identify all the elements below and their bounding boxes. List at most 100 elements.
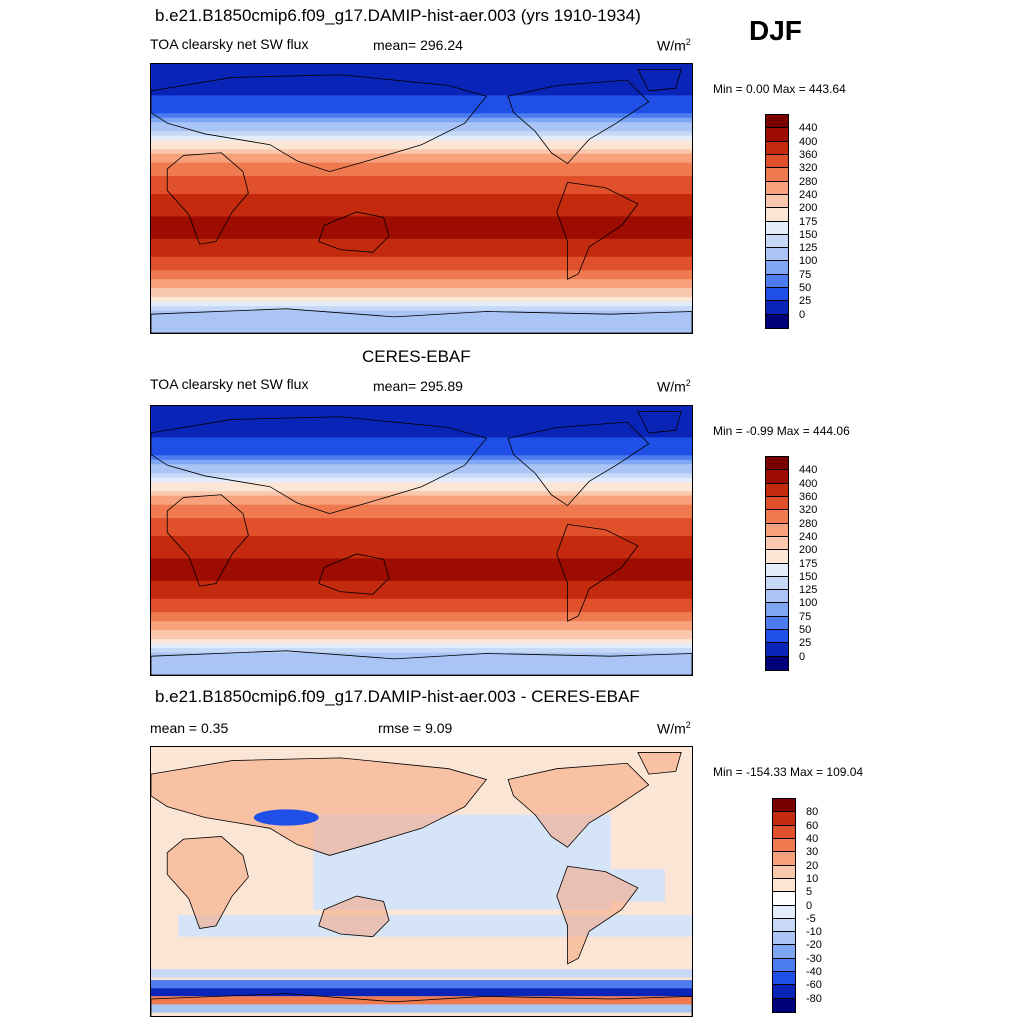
- zonal-band: [151, 90, 692, 96]
- zonal-band: [151, 625, 692, 631]
- colorbar-swatch: [773, 958, 795, 973]
- zonal-band: [151, 243, 692, 249]
- zonal-band: [151, 328, 692, 333]
- colorbar-swatch: [773, 972, 795, 986]
- panel1-variable: TOA clearsky net SW flux: [150, 36, 309, 52]
- zonal-band: [151, 450, 692, 456]
- zonal-band: [151, 211, 692, 218]
- zonal-band: [151, 256, 692, 262]
- colorbar-swatch: [766, 563, 788, 577]
- colorbar-tick-label: 360: [799, 490, 818, 503]
- colorbar-tick-label: 60: [806, 819, 819, 832]
- colorbar-tick-label: 20: [806, 859, 819, 872]
- continent-africa: [166, 152, 249, 245]
- zonal-band: [151, 580, 692, 586]
- colorbar-tick-label: 40: [806, 832, 819, 845]
- zonal-band: [151, 288, 692, 294]
- zonal-band: [151, 634, 692, 640]
- zonal-band: [151, 247, 692, 253]
- colorbar-tick-label: 25: [799, 637, 812, 650]
- zonal-band: [151, 122, 692, 128]
- zonal-band: [151, 513, 692, 519]
- zonal-band: [151, 306, 692, 312]
- zonal-band: [151, 553, 692, 560]
- colorbar-swatch: [773, 905, 795, 919]
- zonal-band: [151, 229, 692, 235]
- zonal-band: [151, 301, 692, 307]
- colorbar-tick-label: 320: [799, 162, 818, 175]
- zonal-band: [151, 441, 692, 447]
- zonal-band: [151, 603, 692, 609]
- zonal-band: [151, 72, 692, 79]
- zonal-band: [151, 652, 692, 658]
- colorbar-tick-label: 240: [799, 188, 818, 201]
- zonal-band: [151, 77, 692, 83]
- colorbar-swatch: [773, 878, 795, 893]
- zonal-band: [151, 544, 692, 551]
- zonal-band: [151, 158, 692, 164]
- colorbar-tick-label: 175: [799, 215, 818, 228]
- panel2-title: CERES-EBAF: [362, 347, 471, 366]
- zonal-band: [151, 220, 692, 226]
- zonal-band: [151, 576, 692, 582]
- diff-band: [151, 988, 692, 997]
- colorbar-tick-label: 400: [799, 477, 818, 490]
- colorbar-swatch: [766, 115, 788, 129]
- panel2-units: W/m2: [657, 378, 691, 395]
- colorbar-swatch: [766, 603, 788, 617]
- zonal-band: [151, 419, 692, 425]
- colorbar-swatch: [766, 483, 788, 497]
- colorbar-tick-label: 175: [799, 557, 818, 570]
- colorbar-tick-label: -40: [806, 966, 822, 979]
- continent-greenland: [637, 410, 682, 434]
- zonal-band: [151, 531, 692, 537]
- zonal-band: [151, 598, 692, 604]
- zonal-band: [151, 509, 692, 515]
- colorbar-swatch: [766, 168, 788, 182]
- colorbar-swatch: [773, 998, 795, 1012]
- colorbar-swatch: [773, 918, 795, 933]
- colorbar-swatch: [766, 590, 788, 604]
- colorbar-swatch: [766, 181, 788, 195]
- continent-north-america: [507, 79, 650, 165]
- colorbar-tick-label: 80: [806, 806, 819, 819]
- colorbar-tick-label: 320: [799, 504, 818, 517]
- colorbar-tick-label: -10: [806, 926, 822, 939]
- panel3-map: [150, 746, 693, 1017]
- zonal-band: [151, 594, 692, 600]
- colorbar-tick-label: 200: [799, 544, 818, 557]
- panel1-map: [150, 63, 693, 334]
- zonal-band: [151, 153, 692, 159]
- colorbar-swatch: [766, 154, 788, 169]
- panel1-minmax: Min = 0.00 Max = 443.64: [713, 82, 846, 96]
- colorbar-tick-label: 100: [799, 597, 818, 610]
- continent-antarctica: [151, 993, 692, 1016]
- zonal-band: [151, 117, 692, 123]
- zonal-band: [151, 180, 692, 186]
- colorbar-swatch: [766, 208, 788, 222]
- colorbar-tick-label: 280: [799, 517, 818, 530]
- colorbar-tick-label: 5: [806, 886, 813, 899]
- zonal-band: [151, 491, 692, 497]
- colorbar-tick-label: -60: [806, 979, 822, 992]
- continent-greenland: [637, 752, 682, 775]
- zonal-band: [151, 477, 692, 483]
- colorbar-tick-label: 75: [799, 268, 812, 281]
- panel2-mean: mean= 295.89: [373, 378, 463, 394]
- zonal-band: [151, 423, 692, 430]
- zonal-band: [151, 500, 692, 506]
- zonal-band: [151, 324, 692, 330]
- colorbar-swatch: [766, 314, 788, 328]
- zonal-band: [151, 189, 692, 195]
- diff-anomaly-asia: [253, 809, 319, 826]
- zonal-band: [151, 495, 692, 501]
- zonal-band: [151, 437, 692, 443]
- colorbar-tick-label: 400: [799, 135, 818, 148]
- colorbar-tick-label: 0: [799, 308, 806, 321]
- zonal-band: [151, 310, 692, 316]
- zonal-band: [151, 261, 692, 267]
- colorbar-swatch: [766, 523, 788, 537]
- continent-antarctica: [151, 308, 692, 333]
- zonal-band: [151, 410, 692, 416]
- panel3-colorbar: [772, 798, 796, 1013]
